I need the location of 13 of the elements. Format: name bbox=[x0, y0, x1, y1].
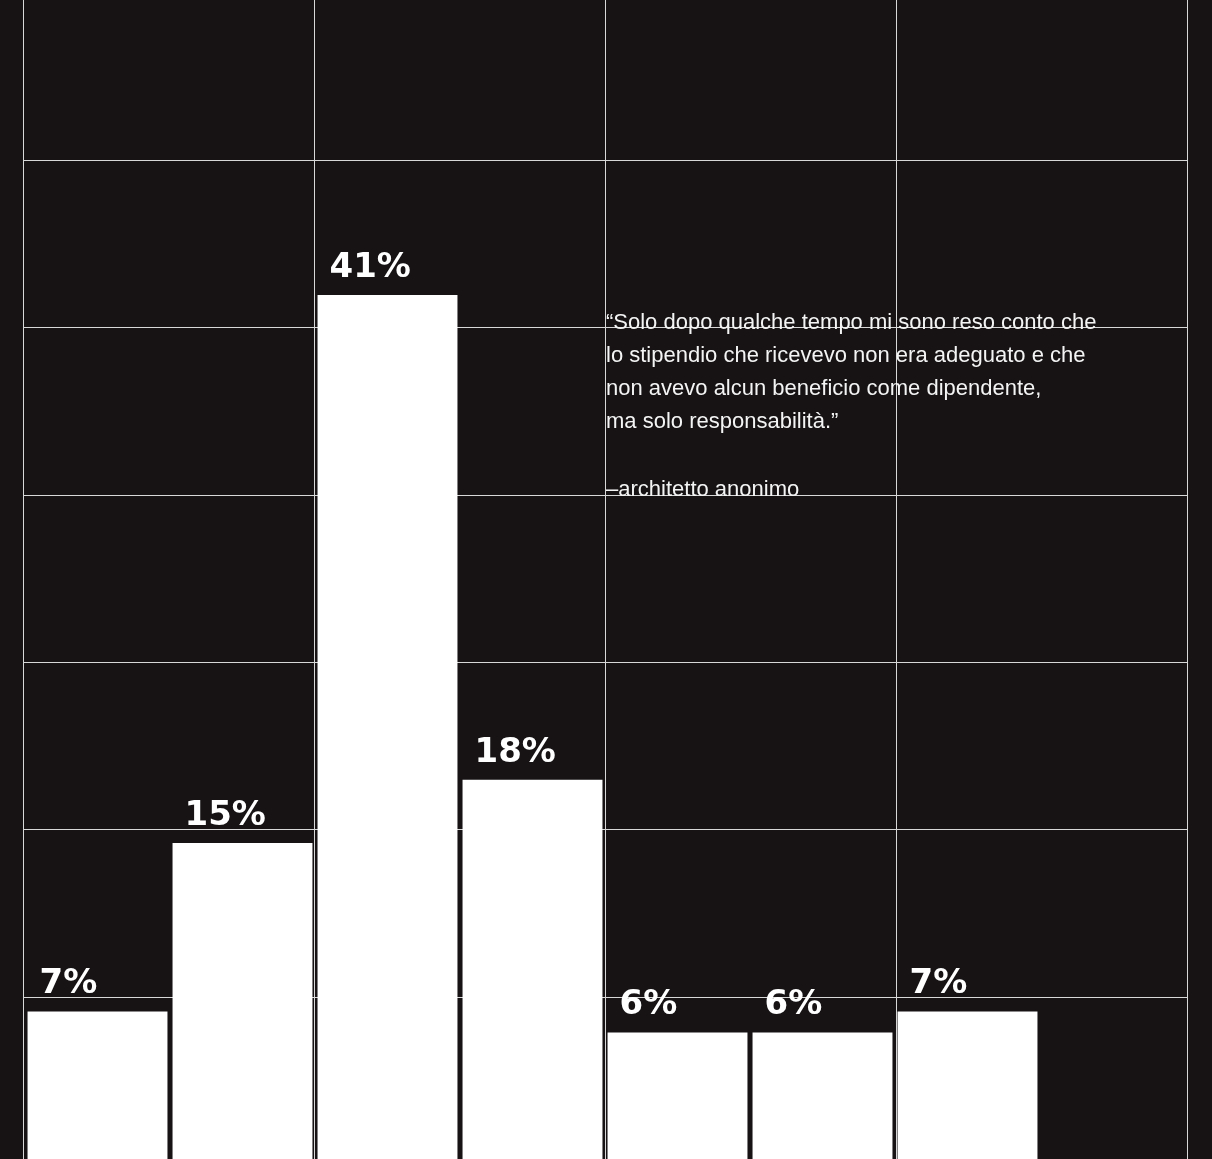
bar bbox=[752, 1032, 893, 1159]
bar bbox=[462, 779, 603, 1159]
bar bbox=[172, 842, 313, 1159]
bar bbox=[317, 295, 458, 1159]
bar bbox=[897, 1011, 1038, 1159]
bar bbox=[27, 1011, 168, 1159]
bar bbox=[607, 1032, 748, 1159]
annotation: –architetto anonimo bbox=[606, 475, 800, 503]
data-label: 41% bbox=[329, 244, 411, 285]
data-label: 15% bbox=[184, 792, 266, 833]
data-label: 7% bbox=[39, 961, 98, 1002]
data-label: 18% bbox=[474, 729, 556, 770]
data-label: 7% bbox=[909, 961, 968, 1002]
